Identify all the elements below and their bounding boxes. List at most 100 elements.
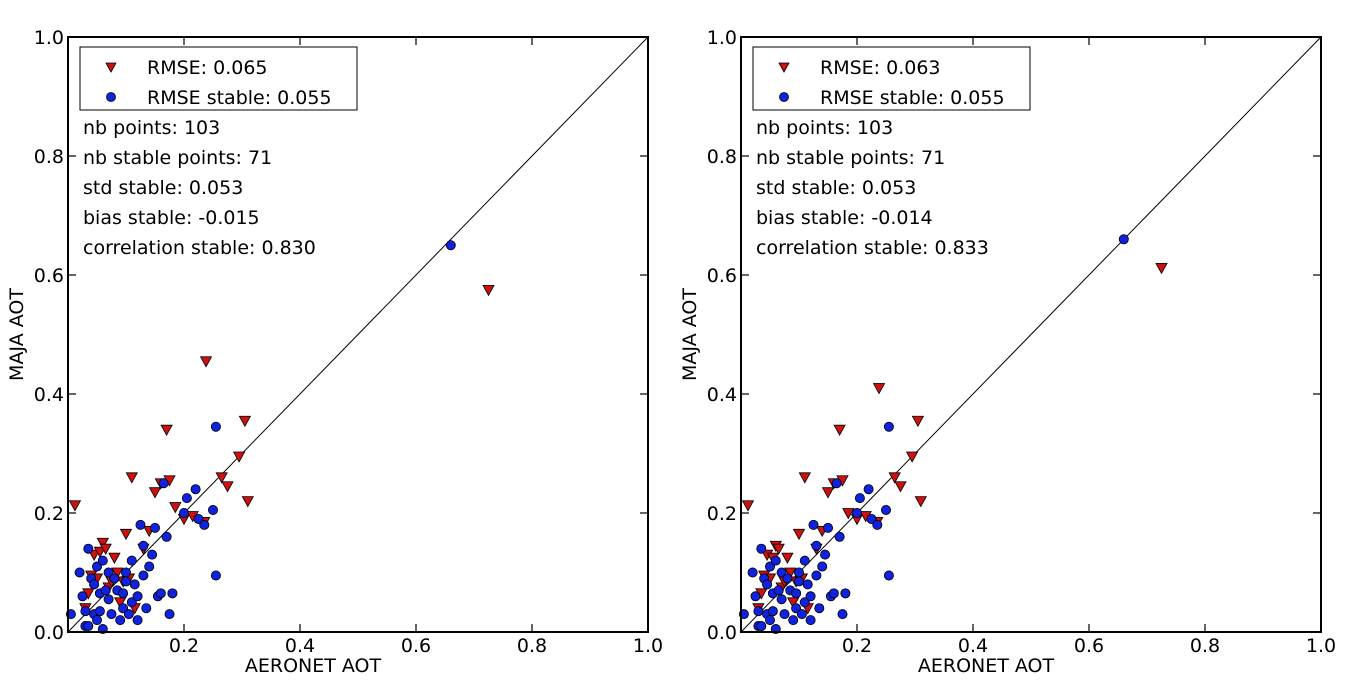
point-triangle (96, 537, 109, 550)
legend-label: RMSE stable: 0.055 (147, 87, 332, 109)
x-tick-label: 1.0 (633, 635, 663, 657)
point-circle (840, 588, 851, 599)
point-circle (770, 555, 781, 566)
y-tick-label: 0.2 (707, 503, 737, 525)
point-circle (445, 240, 456, 251)
point-circle (866, 513, 877, 524)
point-triangle (68, 500, 82, 512)
point-circle (138, 540, 149, 551)
point-circle (161, 531, 172, 542)
legend-box (752, 46, 1031, 111)
point-circle (872, 519, 883, 530)
x-tick-label: 0.8 (1190, 635, 1220, 657)
point-circle (791, 588, 802, 599)
point-circle (207, 505, 218, 516)
point-circle (118, 588, 129, 599)
point-circle (100, 585, 111, 596)
point-circle (794, 576, 805, 587)
point-triangle (111, 567, 124, 579)
x-tick-label: 0.4 (285, 635, 315, 657)
y-axis-label: MAJA AOT (679, 288, 701, 381)
point-circle (129, 579, 140, 590)
data-points (738, 234, 1168, 635)
point-circle (805, 615, 816, 626)
point-circle (135, 519, 146, 530)
chart-panel-1: 0.2 0.4 0.6 0.8 1.0 0.0 0.2 0.4 0.6 0.8 1.0 AERONET… (6, 27, 663, 677)
point-circle (805, 591, 816, 602)
point-triangle (781, 552, 794, 564)
x-tick-label: 1.0 (1306, 635, 1336, 657)
x-tick-label: 0.6 (1074, 635, 1104, 657)
stats-line: std stable: 0.053 (756, 177, 916, 199)
legend: RMSE: 0.063 RMSE stable: 0.055 (752, 46, 1031, 111)
point-triangle (125, 472, 138, 484)
point-circle (750, 591, 761, 602)
stats-line: nb stable points: 71 (756, 147, 945, 169)
point-circle (138, 570, 149, 581)
point-circle (852, 507, 863, 518)
point-circle (791, 603, 802, 614)
point-triangle (160, 424, 173, 437)
point-triangle (148, 487, 162, 499)
point-circle (799, 555, 810, 566)
plot-frame (67, 36, 649, 633)
point-circle (828, 588, 839, 599)
point-circle (831, 478, 842, 489)
y-tick-label: 0.0 (34, 622, 64, 644)
point-circle (765, 561, 776, 572)
point-circle (190, 484, 201, 495)
point-circle (178, 507, 189, 518)
point-circle (753, 606, 764, 617)
point-circle (782, 573, 793, 584)
point-triangle (842, 508, 855, 520)
y-tick-label: 0.6 (34, 265, 64, 287)
point-circle (147, 549, 158, 560)
point-triangle (894, 481, 907, 493)
point-triangle (221, 481, 234, 493)
point-circle (167, 588, 178, 599)
point-triangle (199, 356, 213, 368)
point-triangle (1155, 262, 1168, 275)
point-circle (779, 609, 790, 620)
point-circle (811, 540, 822, 551)
point-circle (132, 615, 143, 626)
point-circle (762, 579, 773, 590)
data-points (65, 240, 495, 635)
y-tick-label: 0.8 (707, 146, 737, 168)
point-circle (89, 579, 100, 590)
point-triangle (93, 546, 107, 559)
point-circle (181, 493, 192, 504)
point-circle (837, 609, 848, 620)
point-circle (94, 606, 105, 617)
point-circle (155, 588, 166, 599)
point-triangle (792, 528, 806, 541)
point-triangle (215, 472, 228, 484)
point-circle (854, 493, 865, 504)
y-tick-label: 1.0 (34, 27, 64, 49)
legend-marker-triangle (778, 62, 790, 73)
point-circle (811, 570, 822, 581)
y-tick-label: 0.6 (707, 265, 737, 287)
point-circle (756, 621, 767, 632)
point-triangle (833, 424, 846, 437)
point-circle (118, 603, 129, 614)
point-triangle (114, 597, 127, 609)
legend-box (79, 46, 358, 111)
point-circle (123, 609, 134, 620)
x-tick-label: 0.2 (169, 635, 199, 657)
point-circle (747, 567, 758, 578)
point-triangle (741, 500, 755, 512)
point-circle (77, 591, 88, 602)
point-circle (776, 594, 787, 605)
point-triangle (241, 496, 254, 508)
point-circle (834, 531, 845, 542)
stats-annotation: nb points: 103 nb stable points: 71 std st… (83, 117, 316, 259)
stats-line: correlation stable: 0.830 (83, 237, 316, 259)
point-triangle (911, 415, 925, 428)
stats-line: nb points: 103 (83, 117, 220, 139)
stats-line: bias stable: -0.014 (756, 207, 933, 229)
legend-label: RMSE: 0.063 (820, 57, 941, 79)
y-tick-label: 0.2 (34, 503, 64, 525)
stats-line: nb points: 103 (756, 117, 893, 139)
point-triangle (169, 502, 182, 514)
